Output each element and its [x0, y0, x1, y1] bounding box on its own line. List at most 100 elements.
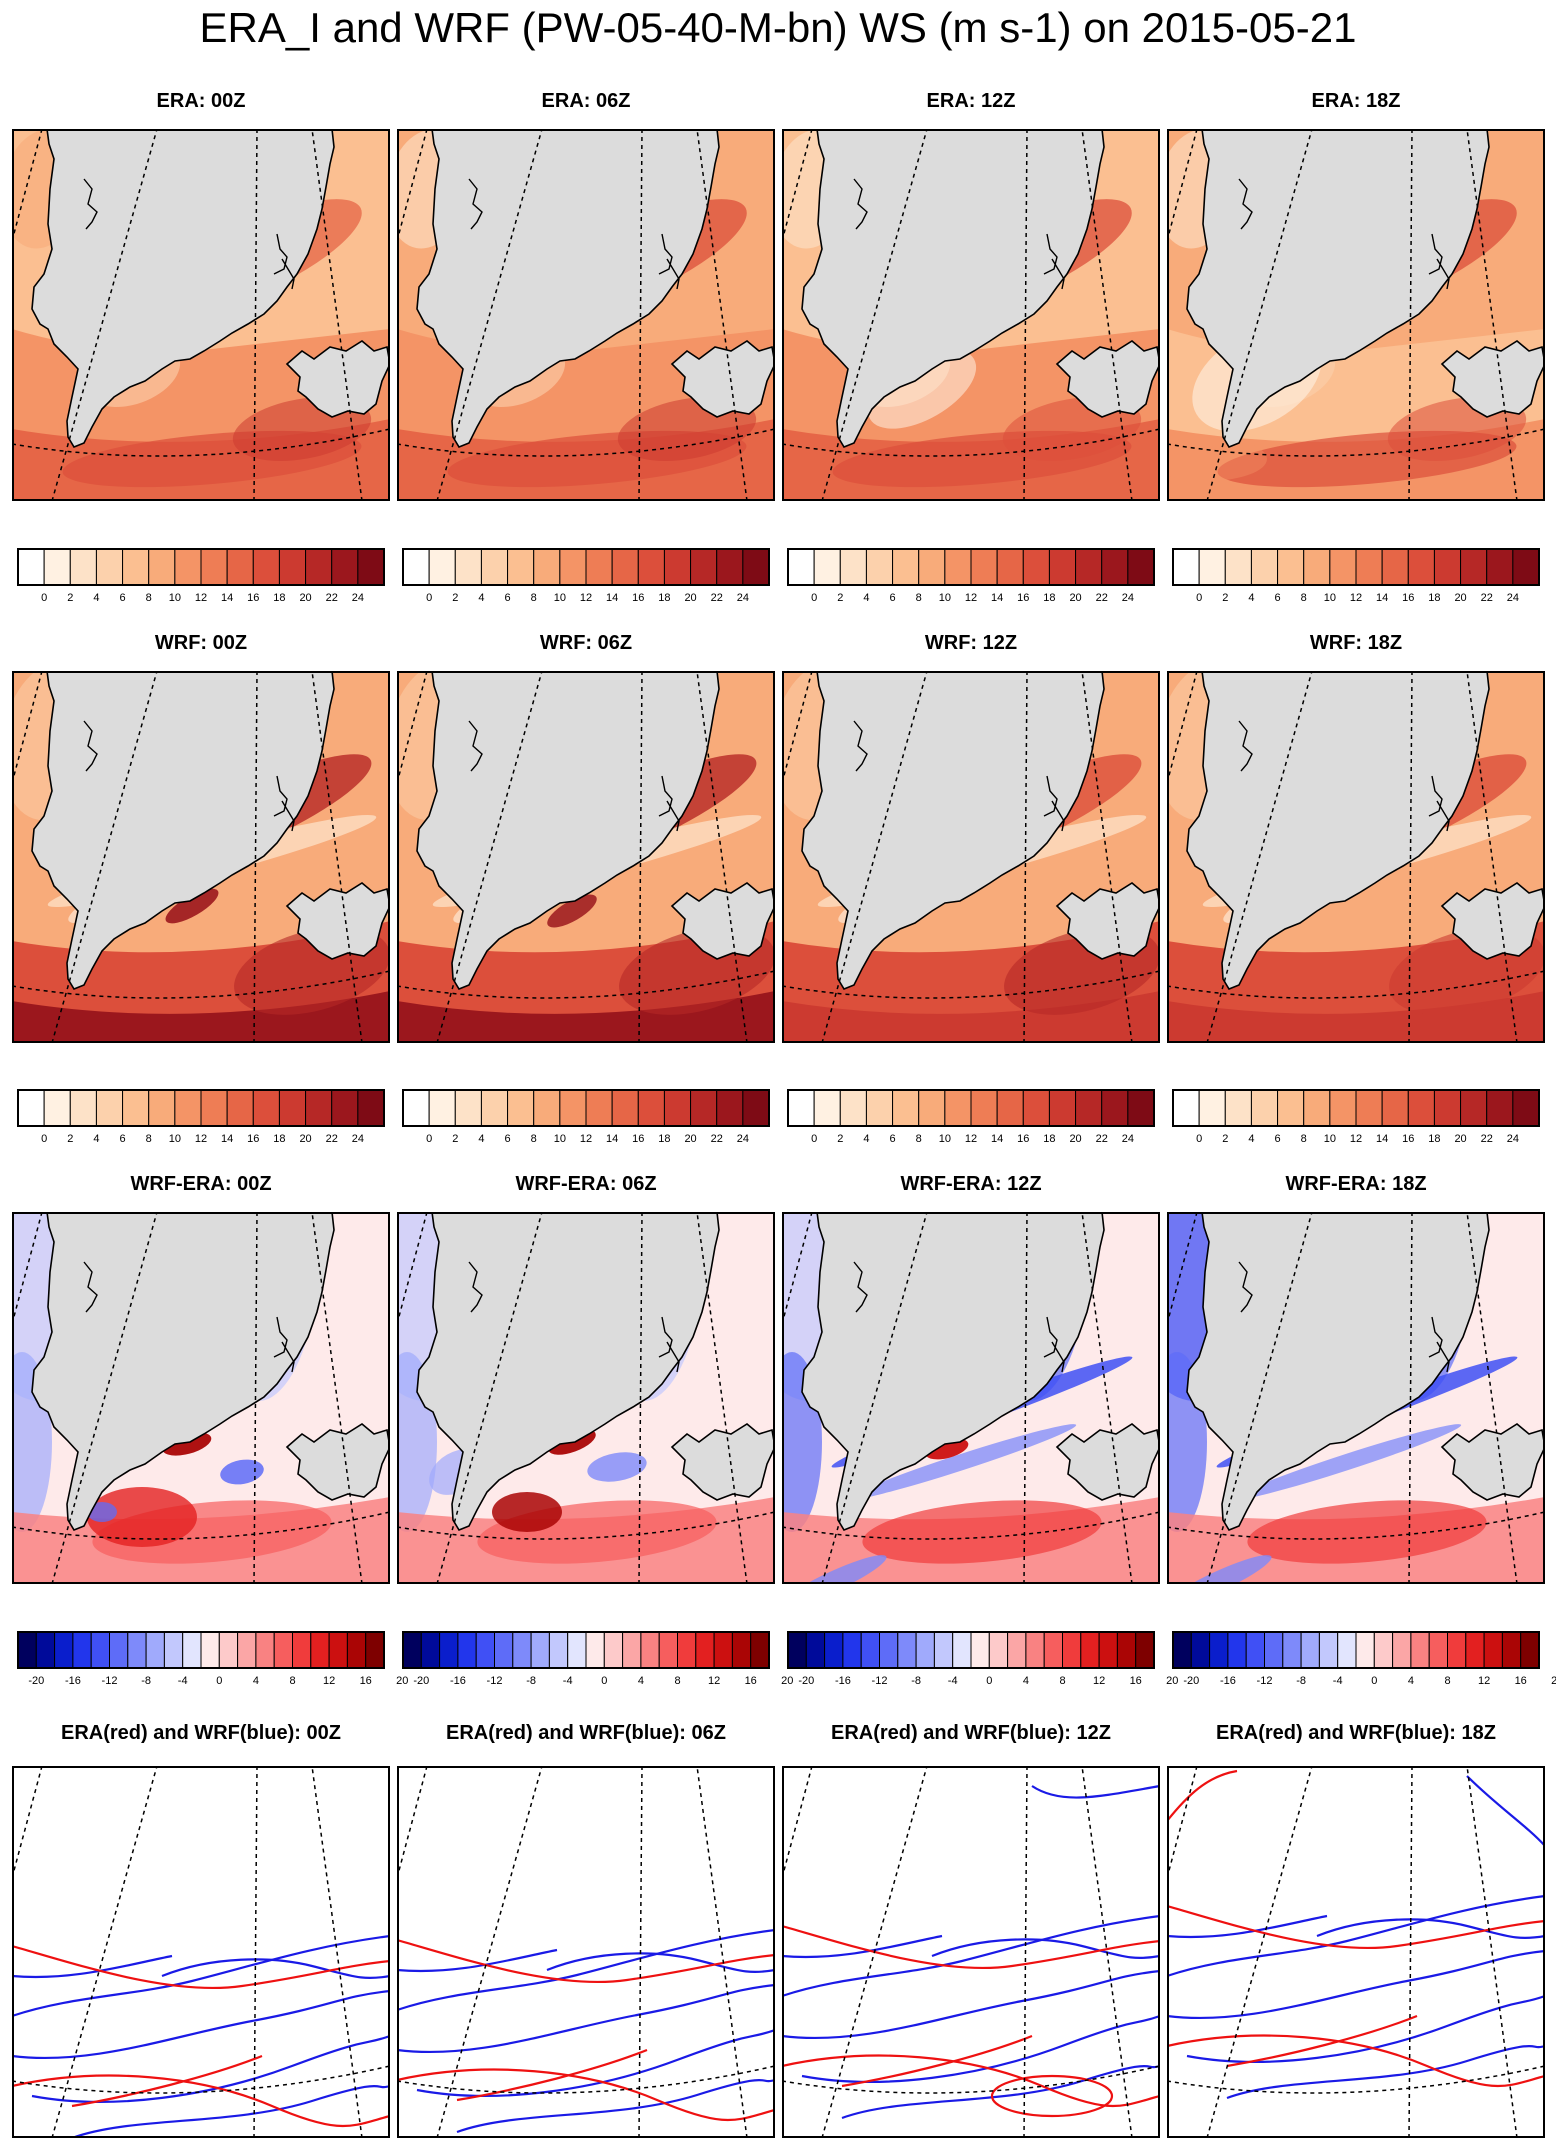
colorbar-swatch — [1075, 1089, 1103, 1127]
colorbar-tick-label: 0 — [811, 1133, 817, 1145]
colorbar-tick-label: 4 — [478, 592, 484, 604]
colorbar-swatch — [585, 1631, 605, 1669]
colorbar-tick-label: -12 — [102, 1675, 118, 1687]
colorbar: -20 -16 -12 -8 -4 0 4 8 12 16 20 — [1172, 1631, 1556, 1687]
colorbar-swatch — [1190, 1631, 1211, 1669]
colorbar-swatch — [1007, 1631, 1027, 1669]
colorbar-swatch — [970, 548, 998, 586]
colorbar-tick-label: -20 — [798, 1675, 814, 1687]
colorbar-swatch — [457, 1631, 477, 1669]
colorbar-tick-label: 8 — [916, 1133, 922, 1145]
colorbar-tick-label: 20 — [396, 1675, 408, 1687]
map-panel-era — [1167, 129, 1545, 501]
colorbar-swatch — [892, 548, 920, 586]
colorbar-tick-label: 4 — [478, 1133, 484, 1145]
colorbar-tick-label: 22 — [1096, 592, 1108, 604]
colorbar-swatch — [454, 1089, 482, 1127]
colorbar-swatch — [226, 1089, 254, 1127]
colorbar-swatch — [1433, 548, 1462, 586]
colorbar-swatch — [824, 1631, 844, 1669]
colorbar-swatch — [1209, 1631, 1229, 1669]
colorbar-tick-label: -8 — [141, 1675, 151, 1687]
panel-title: ERA: 18Z — [1311, 90, 1401, 112]
colorbar-tick-label: -4 — [563, 1675, 573, 1687]
colorbar-tick-label: -20 — [1183, 1675, 1199, 1687]
colorbar-swatch — [690, 548, 718, 586]
colorbar-tick-label: 18 — [1428, 1133, 1440, 1145]
colorbar-tick-label: -20 — [28, 1675, 44, 1687]
colorbar-swatch — [585, 1089, 613, 1127]
colorbar-tick-label: 12 — [965, 592, 977, 604]
colorbar-tick-label: 16 — [1017, 1133, 1029, 1145]
colorbar-swatch — [357, 1089, 385, 1127]
colorbar-swatch — [494, 1631, 514, 1669]
colorbar-tick-label: 6 — [890, 592, 896, 604]
colorbar-swatch — [43, 1089, 71, 1127]
colorbar-swatch — [1282, 1631, 1302, 1669]
colorbar-swatch — [127, 1631, 147, 1669]
colorbar-swatch — [1172, 548, 1200, 586]
colorbar-tick-label: 16 — [1017, 592, 1029, 604]
colorbar-swatch — [530, 1631, 550, 1669]
colorbar-tick-label: 18 — [273, 1133, 285, 1145]
map-panel-contour — [12, 1766, 390, 2138]
colorbar-tick-label: 0 — [1371, 1675, 1377, 1687]
colorbar-swatch — [865, 1089, 894, 1127]
colorbar-tick-label: 4 — [1248, 592, 1254, 604]
colorbar-tick-label: 4 — [93, 592, 99, 604]
colorbar-swatch — [305, 1089, 333, 1127]
colorbar-tick-label: 12 — [1478, 1675, 1490, 1687]
colorbar-swatch — [1447, 1631, 1467, 1669]
colorbar-swatch — [559, 1089, 587, 1127]
colorbar-tick-label: 18 — [658, 1133, 670, 1145]
colorbar-swatch — [365, 1631, 385, 1669]
colorbar-swatch — [17, 548, 45, 586]
colorbar-tick-label: 20 — [1454, 1133, 1466, 1145]
colorbar-swatch — [122, 548, 150, 586]
colorbar-swatch — [1392, 1631, 1412, 1669]
colorbar-tick-label: 12 — [965, 1133, 977, 1145]
colorbar: 0 2 4 6 8 10 12 14 16 18 20 22 24 — [1172, 1089, 1540, 1145]
colorbar-swatch — [218, 1631, 239, 1669]
colorbar-swatch — [918, 1089, 946, 1127]
colorbar-swatch — [1062, 1631, 1082, 1669]
colorbar-swatch — [897, 1631, 917, 1669]
colorbar-tick-label: 12 — [580, 1133, 592, 1145]
colorbar-swatch — [787, 1631, 807, 1669]
colorbar-swatch — [1303, 548, 1331, 586]
colorbar-swatch — [559, 548, 587, 586]
colorbar-tick-label: 2 — [452, 1133, 458, 1145]
colorbar-tick-label: 2 — [452, 592, 458, 604]
colorbar-tick-label: 8 — [146, 1133, 152, 1145]
colorbar-swatch — [1116, 1631, 1137, 1669]
colorbar-swatch — [1381, 548, 1409, 586]
colorbar-swatch — [690, 1089, 718, 1127]
colorbar-tick-label: 24 — [1122, 1133, 1134, 1145]
colorbar: 0 2 4 6 8 10 12 14 16 18 20 22 24 — [17, 1089, 385, 1145]
colorbar: 0 2 4 6 8 10 12 14 16 18 20 22 24 — [787, 548, 1155, 604]
colorbar-swatch — [278, 1089, 307, 1127]
colorbar-tick-label: 8 — [1059, 1675, 1065, 1687]
colorbar-swatch — [742, 1089, 770, 1127]
colorbar-tick-label: -12 — [1257, 1675, 1273, 1687]
colorbar-tick-label: 20 — [684, 592, 696, 604]
colorbar-swatch — [1172, 1631, 1192, 1669]
map-panel-contour — [397, 1766, 775, 2138]
colorbar-swatch — [1048, 548, 1077, 586]
colorbar-tick-label: 22 — [711, 592, 723, 604]
colorbar-swatch — [1483, 1631, 1503, 1669]
colorbar-swatch — [1407, 1089, 1435, 1127]
colorbar-tick-label: 12 — [1350, 1133, 1362, 1145]
colorbar-tick-label: 2 — [837, 592, 843, 604]
colorbar-swatch — [1300, 1631, 1320, 1669]
colorbar-tick-label: 20 — [1454, 592, 1466, 604]
colorbar-tick-label: 0 — [986, 1675, 992, 1687]
colorbar-swatch — [331, 548, 359, 586]
colorbar-swatch — [805, 1631, 826, 1669]
colorbar-tick-label: 18 — [1428, 592, 1440, 604]
colorbar-tick-label: 12 — [1350, 592, 1362, 604]
panel-title: WRF: 12Z — [924, 632, 1018, 654]
colorbar-tick-label: 20 — [299, 592, 311, 604]
colorbar: -20 -16 -12 -8 -4 0 4 8 12 16 20 — [17, 1631, 408, 1687]
colorbar-swatch — [1512, 548, 1540, 586]
